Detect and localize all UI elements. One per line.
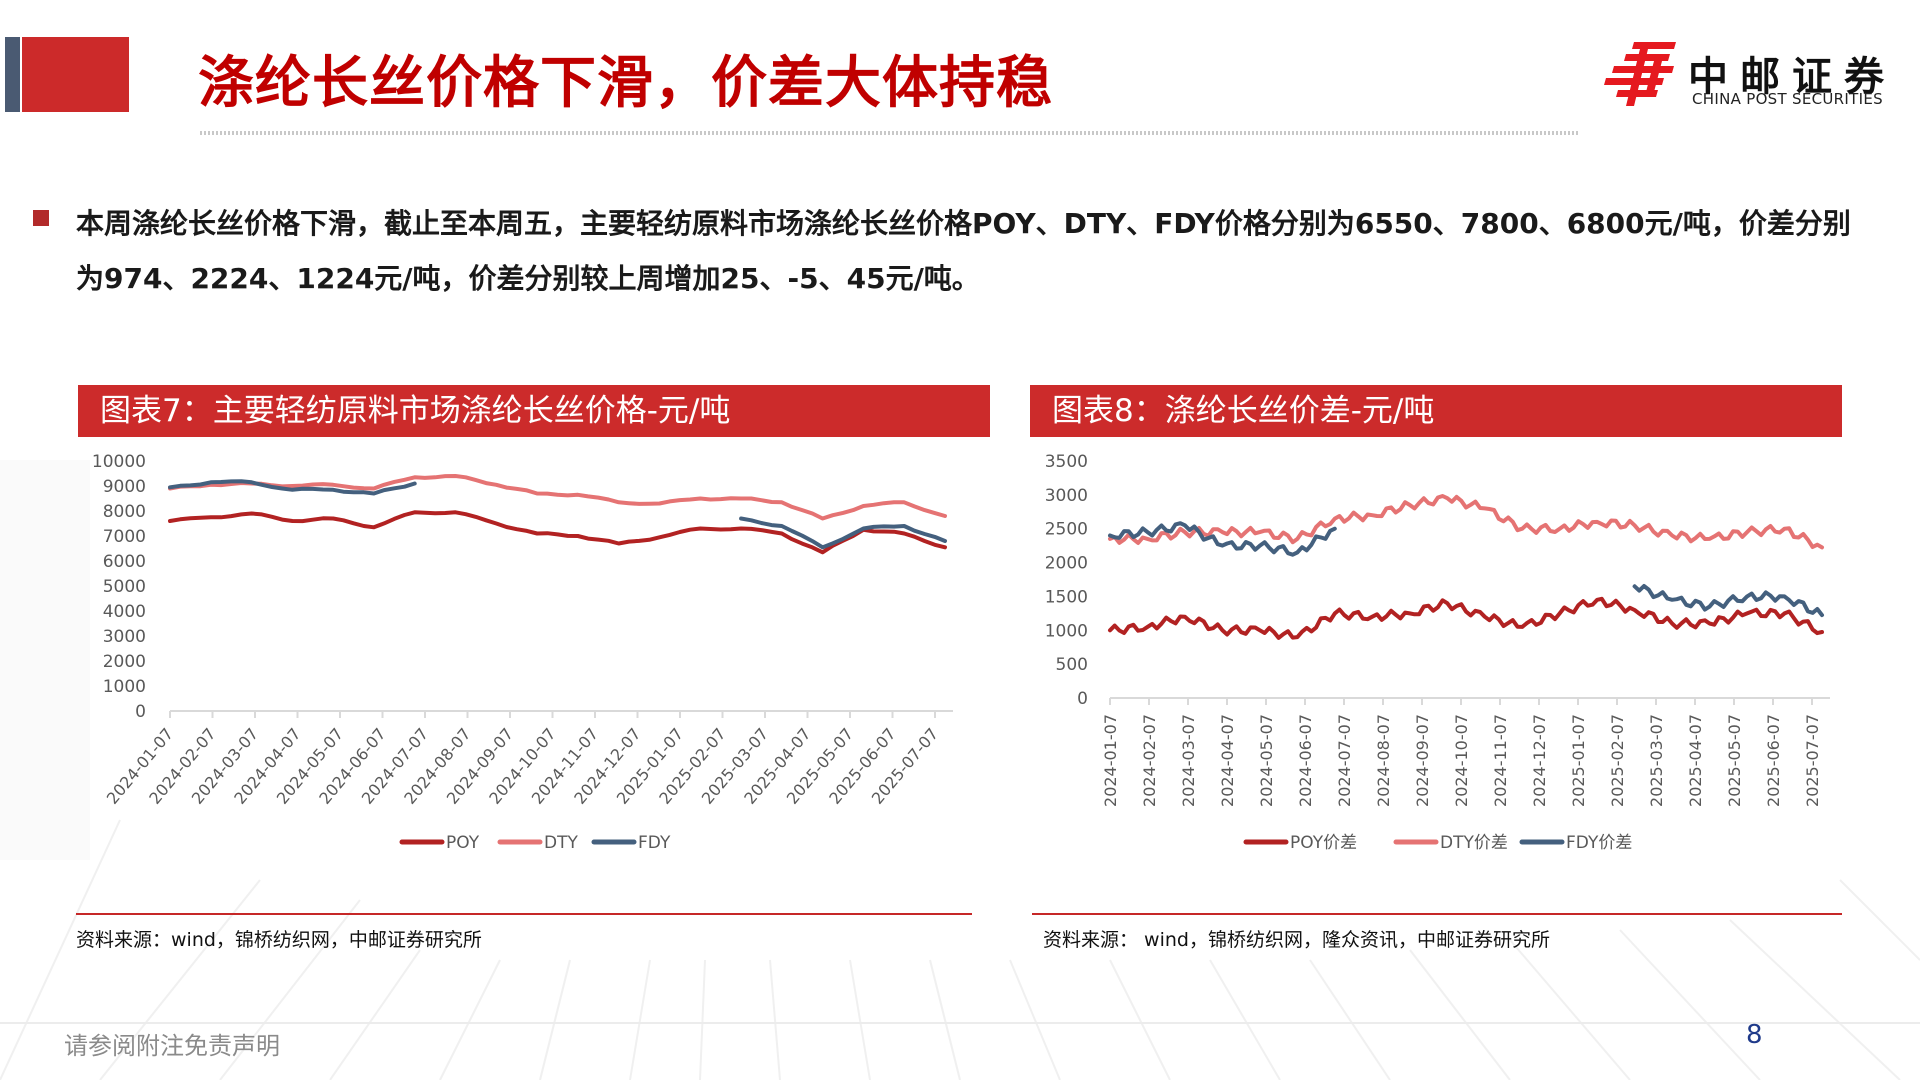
chart7-y-tick: 2000: [103, 652, 146, 672]
title-divider: [200, 131, 1578, 135]
chart8-y-tick: 0: [1077, 689, 1088, 709]
chart8-x-label: 2024-05-07: [1257, 714, 1276, 807]
chart7-legend-label: FDY: [638, 833, 671, 853]
logo-english-name: CHINA POST SECURITIES: [1692, 90, 1883, 108]
chart8-x-label: 2025-06-07: [1764, 714, 1783, 807]
logo-chinese-name: 中邮证券: [1688, 54, 1896, 100]
chart8-x-label: 2025-03-07: [1647, 714, 1666, 807]
chart8-x-label: 2025-01-07: [1569, 714, 1588, 807]
header-accent-block: [22, 37, 129, 112]
chart8-x-label: 2024-01-07: [1101, 714, 1120, 807]
chart8-x-label: 2025-07-07: [1803, 714, 1822, 807]
chart8-x-label: 2024-10-07: [1452, 714, 1471, 807]
chart8-y-tick: 2000: [1045, 554, 1088, 574]
chart8-x-label: 2024-08-07: [1374, 714, 1393, 807]
chart8-x-label: 2024-12-07: [1530, 714, 1549, 807]
chart7-y-tick: 9000: [103, 477, 146, 497]
chart7-y-tick: 0: [135, 702, 146, 722]
chart8-y-tick: 3000: [1045, 486, 1088, 506]
chart7-y-tick: 4000: [103, 602, 146, 622]
chart8-x-label: 2024-03-07: [1179, 714, 1198, 807]
chart8-legend-label: POY价差: [1290, 833, 1357, 853]
chart8-series-DTY价差: [1108, 494, 1824, 550]
summary-text: 本周涤纶长丝价格下滑，截止至本周五，主要轻纺原料市场涤纶长丝价格POY、DTY、…: [76, 207, 1851, 295]
chart7-series-FDY: [168, 479, 947, 550]
chart7-y-tick: 1000: [103, 677, 146, 697]
chart8-y-tick: 1500: [1045, 587, 1088, 607]
chart7-y-tick: 8000: [103, 502, 146, 522]
header-accent-bar: [5, 37, 20, 112]
chart8-y-tick: 500: [1056, 655, 1088, 675]
chart8-y-tick: 1000: [1045, 621, 1088, 641]
chart8-series-POY价差: [1108, 596, 1824, 640]
chart8-legend-label: FDY价差: [1566, 833, 1632, 853]
chart8-legend-label: DTY价差: [1440, 833, 1508, 853]
chart7-y-tick: 3000: [103, 627, 146, 647]
page-number: 8: [1746, 1020, 1763, 1050]
chart7-y-tick: 5000: [103, 577, 146, 597]
chart8-x-label: 2025-05-07: [1725, 714, 1744, 807]
chart7-source-divider: [76, 913, 972, 915]
chart8-x-label: 2024-09-07: [1413, 714, 1432, 807]
chart7-y-tick: 7000: [103, 527, 146, 547]
company-logo: 中邮证券 CHINA POST SECURITIES: [1604, 40, 1894, 110]
chart8-x-label: 2024-11-07: [1491, 714, 1510, 807]
chart7-source: 资料来源：wind，锦桥纺织网，中邮证券研究所: [76, 929, 482, 951]
chart8-title: 图表8：涤纶长丝价差-元/吨: [1030, 385, 1842, 437]
chart7-title: 图表7：主要轻纺原料市场涤纶长丝价格-元/吨: [78, 385, 990, 437]
chart8-y-tick: 3500: [1045, 452, 1088, 472]
chart8-x-label: 2024-02-07: [1140, 714, 1159, 807]
chart7-legend-label: POY: [446, 833, 480, 853]
chart8-x-label: 2024-04-07: [1218, 714, 1237, 807]
china-post-logo-icon: [1604, 42, 1676, 106]
chart7-legend-label: DTY: [544, 833, 578, 853]
disclaimer-link[interactable]: 请参阅附注免责声明: [64, 1032, 280, 1060]
chart8-x-label: 2024-06-07: [1296, 714, 1315, 807]
chart8-y-tick: 2500: [1045, 520, 1088, 540]
chart8-x-label: 2025-04-07: [1686, 714, 1705, 807]
page-title: 涤纶长丝价格下滑，价差大体持稳: [198, 51, 1053, 116]
chart7-y-tick: 6000: [103, 552, 146, 572]
chart7-y-tick: 10000: [92, 452, 146, 472]
bullet-marker: [33, 210, 49, 226]
chart7-series-POY: [168, 510, 947, 555]
chart8-series-FDY价差: [1108, 521, 1824, 618]
chart8-x-label: 2024-07-07: [1335, 714, 1354, 807]
footer-divider: [0, 1022, 1920, 1024]
chart8-source-divider: [1032, 913, 1842, 915]
chart8-source: 资料来源： wind，锦桥纺织网，隆众资讯，中邮证券研究所: [1043, 929, 1550, 951]
chart8-x-label: 2025-02-07: [1608, 714, 1627, 807]
chart7-series-DTY: [168, 474, 947, 521]
